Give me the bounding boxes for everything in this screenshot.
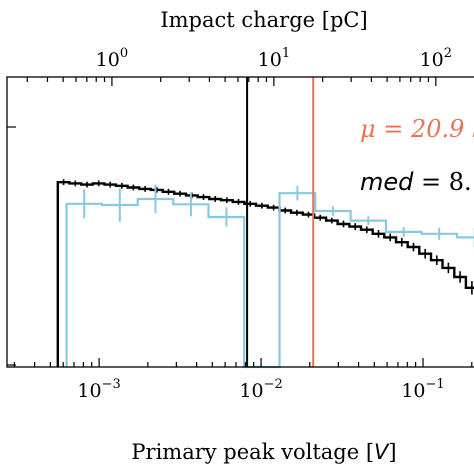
mean-annotation-text: μ = 20.9 [360,115,472,143]
median-annotation-value: = 8.1 [413,168,474,196]
median-annotation-label: med [360,168,414,196]
mean-annotation: μ = 20.9 m [360,115,474,143]
tick-layer: 10−3 10−2 10−1 100 101 102 [7,46,473,402]
bottom-axis-label: Primary peak voltage [V] [131,440,396,464]
top-axis-label: Impact charge [pC] [160,8,367,32]
top-tick-label-0: 100 [96,46,128,71]
bottom-axis-label-end: ] [388,440,396,464]
series-layer [56,179,474,369]
top-tick-label-1: 101 [258,46,290,71]
bottom-axis-label-main: Primary peak voltage [ [131,440,374,464]
median-annotation: med = 8.1 [360,168,474,196]
bottom-tick-label-0: 10−3 [77,377,120,402]
series-1 [65,184,474,369]
plot-frame [6,76,474,368]
top-tick-label-2: 102 [420,46,452,71]
mean-annotation-unit: m [472,115,474,143]
bottom-tick-label-2: 10−1 [401,377,444,402]
vline-layer [246,77,315,367]
bottom-axis-label-unit: V [374,440,390,464]
bottom-tick-label-1: 10−2 [239,377,282,402]
